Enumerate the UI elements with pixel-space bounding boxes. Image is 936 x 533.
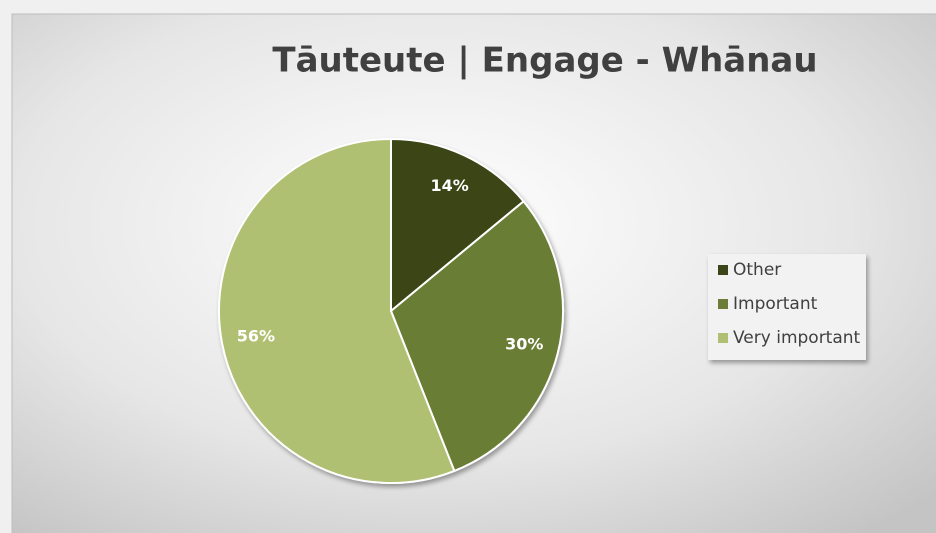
data-label: 30% [505,335,543,354]
labels: 14% 30% 56% [237,176,544,354]
legend-box [708,254,866,360]
pie-slice [389,199,564,473]
legend-swatch [718,299,728,309]
pie-slice [218,137,456,484]
pie [218,137,564,484]
data-label: 14% [430,176,468,195]
legend-swatch [718,265,728,275]
legend-label: Very important [733,328,861,348]
chart-title: Tāuteute | Engage - Whānau [272,41,817,81]
legend: Other Important Very important [718,260,861,348]
data-label: 56% [237,326,275,345]
legend-label: Other [733,260,781,280]
pie-slice [390,137,525,314]
legend-swatch [718,333,728,343]
legend-label: Important [733,294,818,314]
